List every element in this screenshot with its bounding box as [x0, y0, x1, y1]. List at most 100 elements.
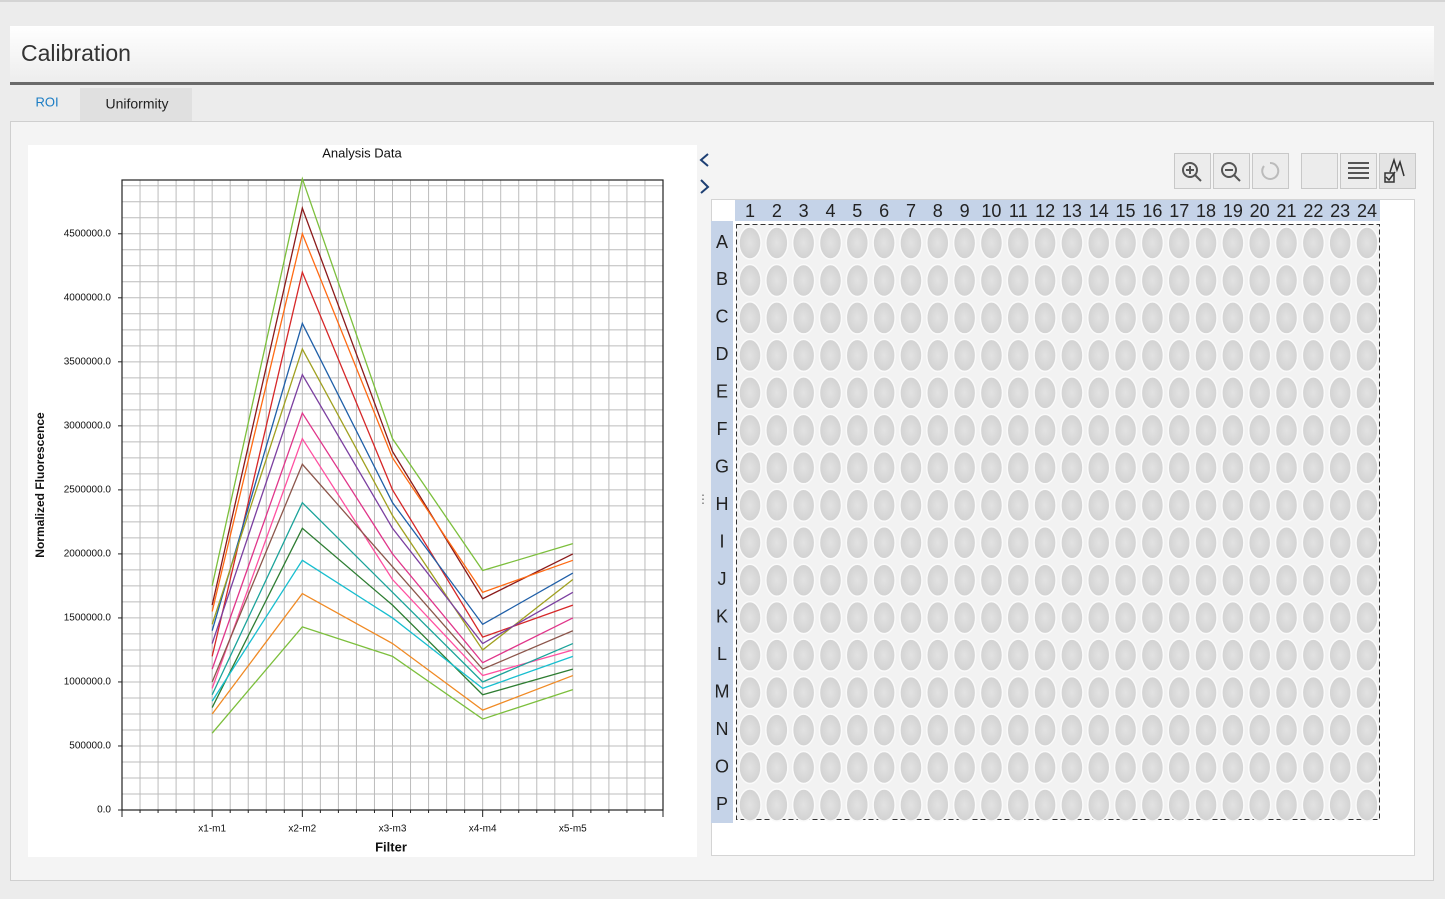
well[interactable] — [1167, 301, 1191, 335]
well[interactable] — [1140, 750, 1165, 785]
well[interactable] — [1113, 226, 1138, 260]
well[interactable] — [738, 638, 762, 672]
well[interactable] — [952, 675, 977, 710]
well[interactable] — [1006, 525, 1031, 560]
well[interactable] — [1006, 301, 1031, 335]
well[interactable] — [1113, 451, 1138, 485]
well[interactable] — [1221, 750, 1245, 785]
well[interactable] — [818, 638, 843, 672]
well[interactable] — [1140, 638, 1165, 672]
well[interactable] — [1086, 301, 1111, 335]
well[interactable] — [979, 750, 1004, 785]
well[interactable] — [1140, 413, 1165, 448]
well[interactable] — [738, 376, 762, 410]
well[interactable] — [1060, 563, 1084, 597]
well[interactable] — [1301, 675, 1326, 710]
well[interactable] — [952, 451, 977, 485]
well[interactable] — [1247, 413, 1272, 448]
well[interactable] — [899, 675, 923, 710]
well[interactable] — [1221, 525, 1245, 560]
well[interactable] — [765, 713, 789, 747]
well[interactable] — [765, 525, 789, 560]
well[interactable] — [1140, 338, 1165, 373]
well[interactable] — [979, 226, 1004, 260]
well[interactable] — [791, 563, 816, 597]
well[interactable] — [1086, 675, 1111, 710]
well[interactable] — [1060, 226, 1084, 260]
well[interactable] — [818, 713, 843, 747]
well[interactable] — [845, 301, 870, 335]
well[interactable] — [1194, 376, 1218, 410]
well[interactable] — [1113, 525, 1138, 560]
well[interactable] — [952, 600, 977, 635]
well[interactable] — [1060, 525, 1084, 560]
well[interactable] — [1247, 563, 1272, 597]
well[interactable] — [818, 525, 843, 560]
well[interactable] — [1247, 263, 1272, 298]
well[interactable] — [899, 263, 923, 298]
well[interactable] — [952, 638, 977, 672]
well[interactable] — [1301, 600, 1326, 635]
well[interactable] — [1301, 788, 1326, 822]
well[interactable] — [1247, 451, 1272, 485]
well[interactable] — [1221, 376, 1245, 410]
well[interactable] — [818, 226, 843, 260]
well[interactable] — [1086, 600, 1111, 635]
well[interactable] — [1301, 488, 1326, 523]
well[interactable] — [1355, 563, 1379, 597]
well[interactable] — [1274, 263, 1299, 298]
well[interactable] — [1194, 451, 1218, 485]
well[interactable] — [1033, 301, 1057, 335]
well[interactable] — [979, 713, 1004, 747]
well[interactable] — [979, 563, 1004, 597]
well[interactable] — [1221, 226, 1245, 260]
well[interactable] — [1033, 750, 1057, 785]
well[interactable] — [1301, 525, 1326, 560]
well[interactable] — [872, 563, 896, 597]
well[interactable] — [1194, 525, 1218, 560]
well[interactable] — [1274, 226, 1299, 260]
well[interactable] — [738, 301, 762, 335]
well[interactable] — [926, 451, 950, 485]
well[interactable] — [899, 488, 923, 523]
well[interactable] — [1194, 338, 1218, 373]
well[interactable] — [1247, 600, 1272, 635]
well[interactable] — [1140, 675, 1165, 710]
well[interactable] — [1167, 713, 1191, 747]
well[interactable] — [1033, 488, 1057, 523]
well[interactable] — [1060, 675, 1084, 710]
well[interactable] — [791, 525, 816, 560]
well[interactable] — [818, 675, 843, 710]
well[interactable] — [1140, 525, 1165, 560]
well[interactable] — [1086, 788, 1111, 822]
well[interactable] — [845, 638, 870, 672]
well[interactable] — [1033, 338, 1057, 373]
well[interactable] — [1060, 376, 1084, 410]
well[interactable] — [1167, 600, 1191, 635]
well[interactable] — [738, 675, 762, 710]
well[interactable] — [1033, 563, 1057, 597]
well[interactable] — [738, 226, 762, 260]
well[interactable] — [765, 376, 789, 410]
well[interactable] — [1355, 675, 1379, 710]
well[interactable] — [1140, 226, 1165, 260]
well[interactable] — [791, 301, 816, 335]
list-view-button[interactable] — [1340, 153, 1377, 189]
well[interactable] — [1167, 563, 1191, 597]
well[interactable] — [872, 338, 896, 373]
well[interactable] — [1221, 263, 1245, 298]
well[interactable] — [1274, 675, 1299, 710]
well[interactable] — [1113, 338, 1138, 373]
well[interactable] — [872, 750, 896, 785]
well[interactable] — [1140, 451, 1165, 485]
well[interactable] — [1355, 413, 1379, 448]
well[interactable] — [791, 338, 816, 373]
well[interactable] — [1113, 638, 1138, 672]
well[interactable] — [1006, 713, 1031, 747]
well[interactable] — [1167, 226, 1191, 260]
well[interactable] — [899, 301, 923, 335]
well[interactable] — [872, 376, 896, 410]
well[interactable] — [1006, 451, 1031, 485]
well[interactable] — [979, 525, 1004, 560]
well[interactable] — [1167, 488, 1191, 523]
